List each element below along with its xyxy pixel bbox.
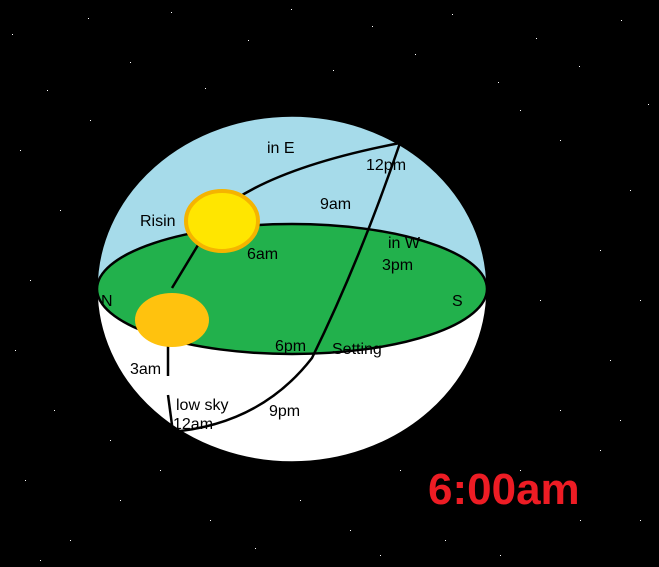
- star: [255, 548, 256, 549]
- star: [291, 9, 292, 10]
- star: [621, 20, 622, 21]
- label-low-sky: low sky: [176, 397, 228, 414]
- star: [333, 70, 334, 71]
- label-north: N: [101, 293, 113, 310]
- star: [110, 440, 111, 441]
- star: [415, 54, 416, 55]
- star: [445, 540, 446, 541]
- label-in-west: in W: [388, 235, 421, 252]
- star: [600, 450, 601, 451]
- star: [47, 90, 48, 91]
- star: [536, 38, 537, 39]
- hour-6pm: 6pm: [275, 338, 306, 355]
- star: [372, 26, 373, 27]
- star: [12, 34, 13, 35]
- label-setting: Setting: [332, 341, 382, 358]
- star: [120, 500, 121, 501]
- star: [60, 210, 61, 211]
- star: [560, 410, 561, 411]
- star: [88, 18, 89, 19]
- star: [70, 540, 71, 541]
- star: [248, 40, 249, 41]
- star: [90, 120, 91, 121]
- star: [630, 190, 631, 191]
- sun-current-position: [184, 189, 260, 253]
- star: [600, 250, 601, 251]
- hour-9am: 9am: [320, 196, 351, 213]
- star: [25, 480, 26, 481]
- label-rising: Risin: [140, 213, 176, 230]
- star: [452, 14, 453, 15]
- star: [498, 82, 499, 83]
- star: [54, 410, 55, 411]
- star: [579, 66, 580, 67]
- sun-previous-position: [135, 293, 209, 347]
- star: [580, 520, 581, 521]
- hour-3am: 3am: [130, 361, 161, 378]
- star: [560, 140, 561, 141]
- star: [130, 62, 131, 63]
- star: [171, 12, 172, 13]
- star: [300, 500, 301, 501]
- label-south: S: [452, 293, 463, 310]
- star: [540, 300, 541, 301]
- star: [40, 560, 41, 561]
- clock-time-readout: 6:00am: [428, 465, 580, 514]
- star: [20, 150, 21, 151]
- star: [640, 520, 641, 521]
- star: [640, 300, 641, 301]
- star: [648, 104, 649, 105]
- star: [500, 555, 501, 556]
- star-field: [12, 9, 649, 561]
- hour-6am: 6am: [247, 246, 278, 263]
- label-in-east: in E: [267, 140, 295, 157]
- hour-9pm: 9pm: [269, 403, 300, 420]
- hour-3pm: 3pm: [382, 257, 413, 274]
- meridian-line: [166, 394, 174, 426]
- hour-12am: 12am: [173, 416, 213, 433]
- star: [205, 88, 206, 89]
- star: [160, 470, 161, 471]
- star: [210, 520, 211, 521]
- sun-path-setting: [169, 142, 402, 434]
- star: [15, 350, 16, 351]
- star: [610, 360, 611, 361]
- star: [350, 530, 351, 531]
- star: [520, 110, 521, 111]
- hour-12pm: 12pm: [366, 157, 406, 174]
- star: [30, 280, 31, 281]
- star: [620, 420, 621, 421]
- star: [400, 470, 401, 471]
- star: [380, 555, 381, 556]
- star: [520, 470, 521, 471]
